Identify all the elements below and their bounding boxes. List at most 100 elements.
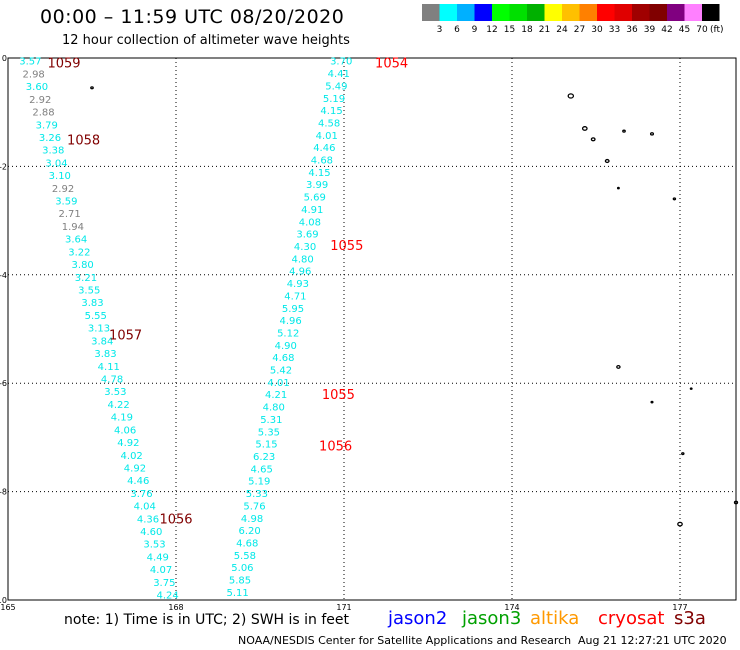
wave-height-label: 4.65 [251, 464, 273, 475]
wave-height-label: 3.83 [94, 349, 116, 360]
wave-height-label: 5.12 [277, 328, 299, 339]
wave-height-label: 5.31 [260, 415, 282, 426]
color-swatch [457, 4, 475, 21]
wave-height-label: 3.57 [19, 57, 41, 68]
color-scale-legend: 3 6 9 12 15 18 21 24 27 30 33 36 39 42 45 70 (ft) [422, 4, 724, 35]
color-scale-label: 24 [556, 25, 568, 35]
wave-height-label: 4.68 [311, 156, 333, 167]
island-outline [681, 452, 685, 456]
generated-timestamp: Aug 21 12:27:21 UTC 2020 [578, 634, 727, 647]
wave-height-label: 3.76 [130, 489, 152, 500]
wave-height-label: 5.49 [325, 81, 347, 92]
latitude-tick-label: -2 [0, 162, 7, 171]
wave-height-label: 4.58 [318, 118, 340, 129]
wave-height-label: 4.96 [289, 267, 311, 278]
island-outline [672, 197, 677, 201]
orbit-number-label: 1058 [67, 133, 100, 148]
wave-height-label: 5.06 [231, 563, 253, 574]
orbit-number-label: 1057 [109, 328, 142, 343]
color-scale-label: 33 [609, 25, 620, 35]
wave-height-label: 3.22 [68, 247, 90, 258]
wave-height-label: 3.99 [306, 180, 328, 191]
island-outline [622, 129, 626, 133]
color-swatch [614, 4, 632, 21]
wave-height-label: 3.60 [26, 82, 48, 93]
wave-height-label: 5.76 [243, 501, 265, 512]
color-scale-label: 3 [437, 25, 443, 35]
wave-height-label: 4.30 [294, 242, 316, 253]
color-scale-label: 39 [644, 25, 656, 35]
island-outline [581, 126, 588, 131]
wave-height-label: 2.92 [29, 95, 51, 106]
orbit-number-label: 1054 [375, 56, 408, 71]
wave-height-label: 5.95 [282, 304, 304, 315]
wave-height-label: 4.90 [275, 341, 297, 352]
legend-altika: altika [530, 608, 580, 629]
wave-height-label: 1.94 [62, 222, 84, 233]
island-outline [616, 186, 620, 190]
wave-height-label: 3.75 [153, 578, 175, 589]
color-swatch [667, 4, 685, 21]
color-swatch [632, 4, 650, 21]
wave-height-label: 2.71 [58, 209, 80, 220]
color-scale-label: 18 [521, 25, 533, 35]
wave-height-label: 5.15 [255, 440, 277, 451]
map-title: 00:00 – 11:59 UTC 08/20/2020 [40, 6, 345, 28]
wave-height-label: 4.98 [241, 514, 263, 525]
wave-height-label: 5.19 [248, 477, 270, 488]
color-scale-label: 9 [472, 25, 478, 35]
color-swatch [597, 4, 615, 21]
legend-jason2: jason2 [388, 608, 448, 629]
wave-height-label: 4.36 [137, 514, 159, 525]
color-swatch [562, 4, 580, 21]
wave-height-label: 5.42 [270, 366, 292, 377]
island-outline [677, 521, 683, 527]
wave-height-label: 5.19 [323, 94, 345, 105]
color-swatch [439, 4, 457, 21]
wave-height-label: 4.71 [284, 291, 306, 302]
wave-height-label: 6.23 [253, 452, 275, 463]
wave-height-label: 4.01 [316, 131, 338, 142]
wave-height-label: 4.80 [263, 403, 285, 414]
wave-height-label: 3.59 [55, 197, 77, 208]
orbit-number-label: 1055 [322, 388, 355, 403]
legend-jason3: jason3 [462, 608, 522, 629]
wave-height-label: 2.92 [52, 184, 74, 195]
wave-height-label: 4.21 [265, 390, 287, 401]
wave-height-label: 4.91 [301, 205, 323, 216]
latitude-tick-label: -6 [0, 379, 7, 388]
wave-height-label: 5.58 [234, 551, 256, 562]
color-scale-label: 27 [574, 25, 585, 35]
island-outline [604, 158, 610, 164]
wave-height-label: 4.08 [299, 217, 321, 228]
wave-height-label: 3.64 [65, 235, 87, 246]
color-swatch [474, 4, 492, 21]
color-swatch [509, 4, 527, 21]
wave-height-label: 3.53 [143, 540, 165, 551]
color-swatch [702, 4, 720, 21]
wave-height-label: 4.15 [320, 106, 342, 117]
wave-height-label: 4.68 [236, 538, 258, 549]
color-scale-label: 70 [696, 25, 708, 35]
wave-height-label: 5.35 [258, 427, 280, 438]
wave-height-label: 2.98 [23, 69, 45, 80]
wave-height-label: 4.24 [156, 591, 178, 602]
wave-height-label: 4.80 [292, 254, 314, 265]
color-swatch [544, 4, 562, 21]
wave-height-label: 3.13 [88, 324, 110, 335]
color-scale-label: 36 [626, 25, 638, 35]
wave-height-label: 3.21 [75, 273, 97, 284]
wave-height-label: 3.70 [330, 57, 352, 68]
wave-height-label: 4.92 [124, 463, 146, 474]
wave-height-label: 3.84 [91, 336, 113, 347]
wave-height-label: 3.83 [81, 298, 103, 309]
wave-height-label: 6.20 [239, 526, 261, 537]
wave-height-label: 4.11 [98, 362, 120, 373]
wave-height-label: 4.22 [107, 400, 129, 411]
wave-height-label: 4.93 [287, 279, 309, 290]
wave-height-label: 3.53 [104, 387, 126, 398]
wave-height-label: 3.79 [36, 120, 58, 131]
legend-cryosat: cryosat [598, 608, 665, 629]
color-scale-label: 45 [679, 25, 690, 35]
island-outline [649, 132, 655, 136]
